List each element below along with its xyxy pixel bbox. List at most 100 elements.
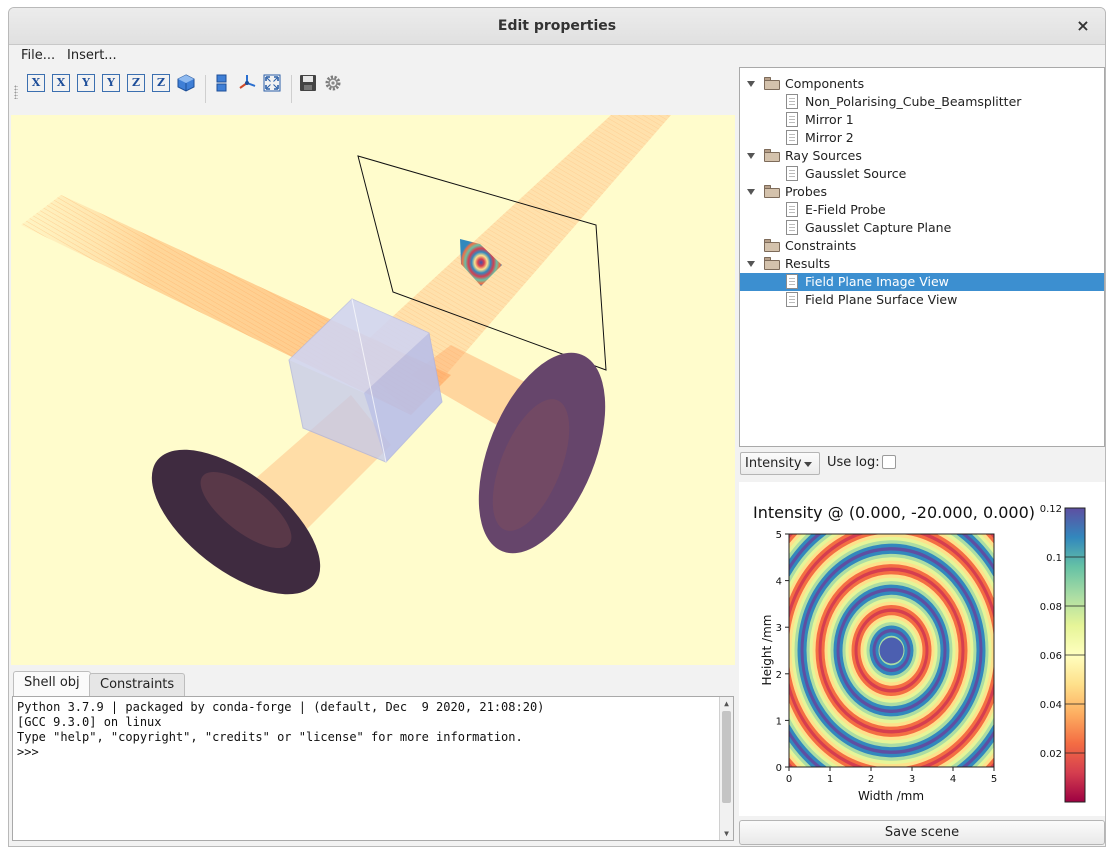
tree-item-gausslet-source[interactable]: Gausslet Source <box>740 165 1104 183</box>
scroll-down-icon[interactable]: ▼ <box>724 829 729 838</box>
folder-icon <box>764 149 780 162</box>
intensity-peak <box>879 637 904 664</box>
tree-item-mirror-1[interactable]: Mirror 1 <box>740 111 1104 129</box>
document-icon <box>786 166 798 181</box>
select-value: Intensity <box>745 456 802 471</box>
use-log-checkbox[interactable] <box>882 455 896 469</box>
tab-constraints[interactable]: Constraints <box>89 673 186 697</box>
expand-arrow-icon[interactable] <box>747 189 755 195</box>
toolbar-separator <box>291 75 292 103</box>
view-toolbar: X X Y Y Z Z <box>11 67 735 115</box>
expand-arrow-icon[interactable] <box>747 153 755 159</box>
tree-item-components[interactable]: Components <box>740 75 1104 93</box>
window-title: Edit properties <box>497 18 617 34</box>
tree-label: Probes <box>785 184 827 199</box>
close-icon[interactable]: × <box>1076 16 1090 35</box>
tree-item-constraints[interactable]: Constraints <box>740 237 1104 255</box>
x-tick-label: 5 <box>991 774 997 785</box>
x-axis-label: Width /mm <box>858 789 924 803</box>
tree-item-image-view[interactable]: Field Plane Image View <box>740 273 1104 291</box>
x-tick-label: 2 <box>868 774 874 785</box>
tree-label: Field Plane Image View <box>805 274 949 289</box>
view-x-pos-icon[interactable]: X <box>27 74 45 92</box>
colorbar-tick-label: 0.06 <box>1040 651 1062 662</box>
tree-item-ray-sources[interactable]: Ray Sources <box>740 147 1104 165</box>
tree-item-capture-plane[interactable]: Gausslet Capture Plane <box>740 219 1104 237</box>
x-axis-ticks: 0 1 2 3 4 5 <box>786 767 997 785</box>
tree-item-mirror-2[interactable]: Mirror 2 <box>740 129 1104 147</box>
tree-label: E-Field Probe <box>805 202 886 217</box>
view-z-neg-icon[interactable]: Z <box>152 74 170 92</box>
folder-icon <box>764 257 780 270</box>
y-tick-label: 0 <box>776 763 782 774</box>
tree-item-surface-view[interactable]: Field Plane Surface View <box>740 291 1104 309</box>
menu-bar: File... Insert... <box>9 45 1105 67</box>
y-tick-label: 3 <box>776 623 782 634</box>
tree-item-efield-probe[interactable]: E-Field Probe <box>740 201 1104 219</box>
y-tick-label: 4 <box>776 577 782 588</box>
tree-label: Mirror 1 <box>805 112 854 127</box>
tree-label: Components <box>785 76 865 91</box>
document-icon <box>786 220 798 235</box>
shell-scrollbar[interactable]: ▲ ▼ <box>719 697 733 840</box>
y-axis-ticks: 0 1 2 3 4 5 <box>776 530 789 774</box>
chevron-down-icon <box>804 462 812 467</box>
tree-label: Constraints <box>785 238 857 253</box>
document-icon <box>786 292 798 307</box>
view-x-neg-icon[interactable]: X <box>52 74 70 92</box>
plot-frame <box>788 533 995 768</box>
colorbar-tick-label: 0.04 <box>1040 700 1062 711</box>
view-y-pos-icon[interactable]: Y <box>77 74 95 92</box>
x-tick-label: 1 <box>827 774 833 785</box>
document-icon <box>786 202 798 217</box>
settings-icon[interactable] <box>324 74 342 92</box>
tree-item-results[interactable]: Results <box>740 255 1104 273</box>
tree-label: Non_Polarising_Cube_Beamsplitter <box>805 94 1022 109</box>
shell-line: [GCC 9.3.0] on linux <box>17 715 162 729</box>
tab-shell-obj[interactable]: Shell obj <box>13 671 91 697</box>
colorbar-tick-label: 0.08 <box>1040 602 1062 613</box>
y-tick-label: 5 <box>776 530 782 541</box>
title-bar: Edit properties × <box>9 8 1105 45</box>
colorbar-tick-label: 0.12 <box>1040 504 1062 515</box>
full-screen-icon[interactable] <box>263 74 281 92</box>
capture-plane <box>357 155 607 371</box>
save-scene-button[interactable]: Save scene <box>739 820 1105 845</box>
view-z-pos-icon[interactable]: Z <box>127 74 145 92</box>
parallel-projection-icon[interactable] <box>213 74 231 92</box>
intensity-select[interactable]: Intensity <box>740 452 820 475</box>
plot-controls: Intensity Use log: <box>739 450 1105 478</box>
intensity-plot: Intensity @ (0.000, -20.000, 0.000) 0 1 2 3… <box>753 503 1086 803</box>
save-icon[interactable] <box>299 74 317 92</box>
toolbar-grip-icon[interactable] <box>14 85 18 99</box>
document-icon <box>786 130 798 145</box>
shell-tab-bar: Shell obj Constraints <box>11 671 735 697</box>
expand-arrow-icon[interactable] <box>747 81 755 87</box>
axes-indicator-icon[interactable] <box>238 74 256 92</box>
x-tick-label: 3 <box>909 774 915 785</box>
expand-arrow-icon[interactable] <box>747 261 755 267</box>
tree-item-probes[interactable]: Probes <box>740 183 1104 201</box>
shell-line: Python 3.7.9 | packaged by conda-forge |… <box>17 700 545 714</box>
scroll-thumb[interactable] <box>722 711 731 803</box>
colorbar-tick-label: 0.1 <box>1046 553 1062 564</box>
menu-file[interactable]: File... <box>21 48 56 63</box>
y-tick-label: 2 <box>776 670 782 681</box>
view-y-neg-icon[interactable]: Y <box>102 74 120 92</box>
tree-label: Gausslet Source <box>805 166 907 181</box>
folder-icon <box>764 239 780 252</box>
menu-insert[interactable]: Insert... <box>67 48 117 63</box>
tree-item-beamsplitter[interactable]: Non_Polarising_Cube_Beamsplitter <box>740 93 1104 111</box>
model-tree: Components Non_Polarising_Cube_Beamsplit… <box>739 67 1105 447</box>
python-shell[interactable]: Python 3.7.9 | packaged by conda-forge |… <box>12 696 734 841</box>
tree-label: Gausslet Capture Plane <box>805 220 952 235</box>
edit-properties-window: Edit properties × File... Insert... X X … <box>8 7 1106 847</box>
scroll-up-icon[interactable]: ▲ <box>724 699 729 708</box>
document-icon <box>786 112 798 127</box>
tree-label: Results <box>785 256 831 271</box>
x-tick-label: 0 <box>786 774 792 785</box>
3d-scene-viewport[interactable] <box>11 115 735 665</box>
field-image-thumbnail <box>460 239 502 286</box>
isometric-view-icon[interactable] <box>177 74 195 92</box>
tree-label: Ray Sources <box>785 148 862 163</box>
